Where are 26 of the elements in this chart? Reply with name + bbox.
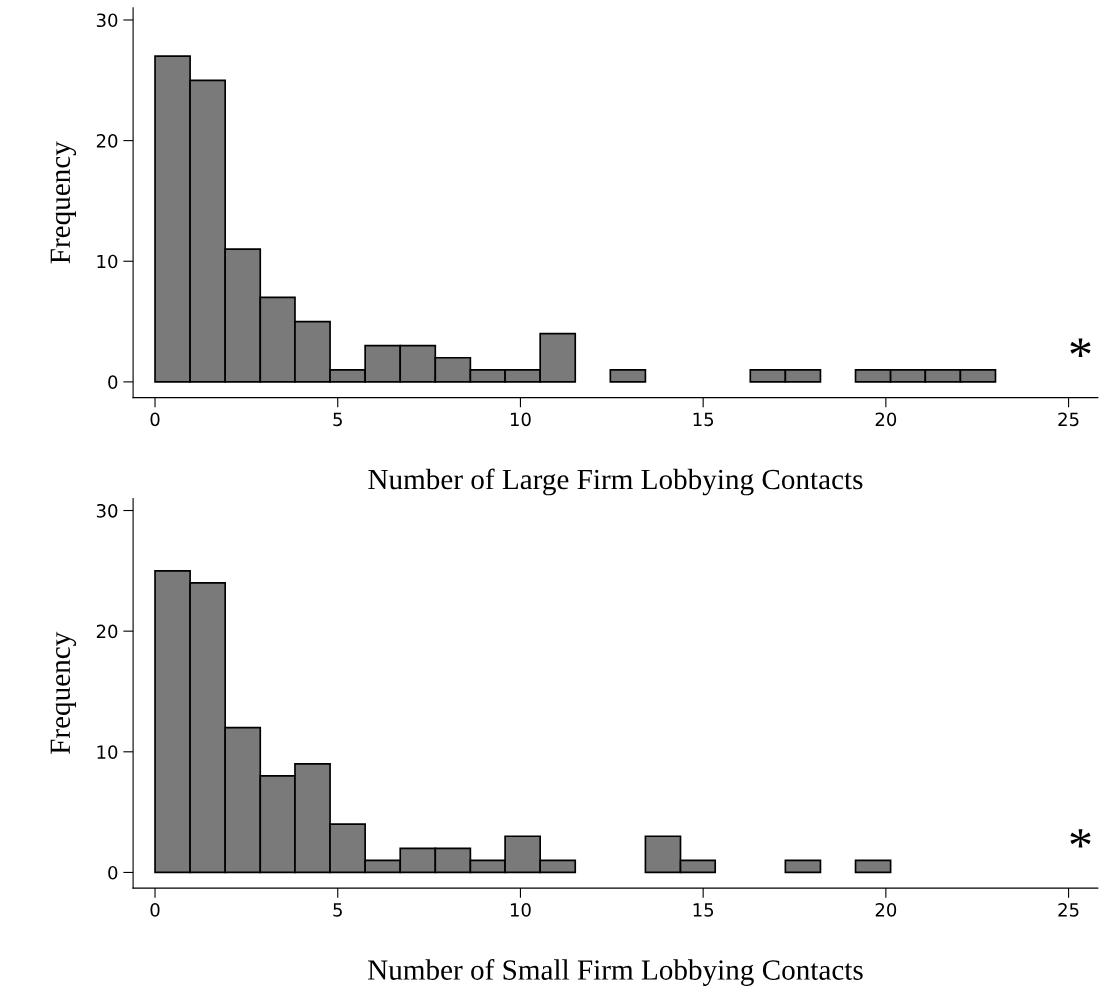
x-tick-label: 15 [693,412,714,427]
x-axis-title: Number of Small Firm Lobbying Contacts [367,959,863,986]
y-tick-label: 20 [96,624,118,639]
x-tick-label: 0 [150,412,160,427]
x-tick-label: 15 [693,903,714,917]
y-axis-title: Frequency [50,631,77,754]
x-tick-label: 20 [875,903,897,917]
annotation: * [1070,829,1091,848]
x-tick-label: 25 [1058,903,1079,917]
x-tick-label: 0 [150,903,160,917]
x-tick-label: 20 [875,412,897,427]
y-tick-label: 20 [96,134,118,148]
annotation: * [1070,338,1091,357]
x-axis-title: Number of Large Firm Lobbying Contacts [368,468,863,496]
x-tick-label: 25 [1058,412,1079,427]
x-tick-label: 5 [333,903,342,917]
x-tick-label: 5 [333,412,342,427]
y-tick-label: 0 [108,375,118,390]
y-tick-label: 10 [97,745,118,759]
x-tick-label: 10 [510,412,531,427]
y-axis-title: Frequency [50,141,77,264]
x-tick-label: 10 [510,903,531,917]
y-tick-label: 10 [97,254,118,269]
y-tick-label: 0 [108,865,118,880]
y-tick-label: 30 [96,503,118,518]
y-tick-label: 30 [96,13,118,28]
